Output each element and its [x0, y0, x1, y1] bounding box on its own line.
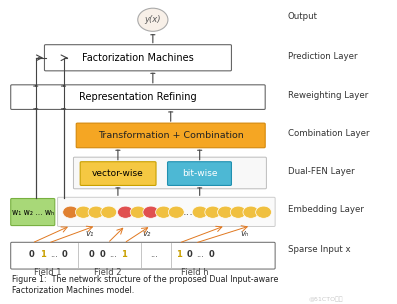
Text: ...: ... — [50, 250, 58, 259]
Text: ...: ... — [109, 250, 117, 259]
Circle shape — [192, 206, 208, 218]
Text: Embedding Layer: Embedding Layer — [288, 205, 364, 214]
Text: Field h: Field h — [181, 268, 209, 277]
Circle shape — [101, 206, 117, 218]
Text: 1: 1 — [40, 250, 46, 259]
Text: 1: 1 — [176, 250, 181, 259]
FancyBboxPatch shape — [80, 162, 156, 185]
Text: Combination Layer: Combination Layer — [288, 129, 369, 138]
Text: @51CTO博客: @51CTO博客 — [308, 297, 343, 302]
Text: Sparse Input x: Sparse Input x — [288, 245, 351, 254]
FancyBboxPatch shape — [11, 199, 55, 226]
Text: Reweighting Layer: Reweighting Layer — [288, 91, 368, 100]
Text: 0: 0 — [29, 250, 35, 259]
FancyBboxPatch shape — [168, 162, 231, 185]
Text: Figure 1:  The network structure of the proposed Dual Input-aware
Factorization : Figure 1: The network structure of the p… — [12, 275, 278, 295]
Circle shape — [130, 206, 146, 218]
Circle shape — [88, 206, 104, 218]
Text: 0: 0 — [100, 250, 105, 259]
Text: vₕ: vₕ — [240, 229, 249, 238]
Text: 0: 0 — [62, 250, 67, 259]
Text: Output: Output — [288, 12, 318, 21]
FancyBboxPatch shape — [73, 157, 266, 189]
Text: v₂: v₂ — [143, 229, 151, 238]
Text: Dual-FEN Layer: Dual-FEN Layer — [288, 167, 355, 176]
Text: 0: 0 — [208, 250, 214, 259]
Circle shape — [256, 206, 272, 218]
Text: 1: 1 — [121, 250, 127, 259]
Text: bit-wise: bit-wise — [182, 169, 217, 178]
Text: Transformation + Combination: Transformation + Combination — [98, 131, 244, 140]
FancyBboxPatch shape — [44, 45, 231, 71]
Text: Factorization Machines: Factorization Machines — [82, 53, 194, 63]
Circle shape — [138, 8, 168, 31]
Circle shape — [118, 206, 133, 218]
Circle shape — [230, 206, 246, 218]
Circle shape — [243, 206, 259, 218]
Text: Field 1: Field 1 — [34, 268, 62, 277]
Text: y(x): y(x) — [145, 15, 161, 24]
Circle shape — [75, 206, 91, 218]
Text: Representation Refining: Representation Refining — [79, 92, 197, 102]
Text: v₁: v₁ — [85, 229, 94, 238]
FancyBboxPatch shape — [58, 197, 275, 226]
Circle shape — [168, 206, 184, 218]
Text: vector-wise: vector-wise — [92, 169, 144, 178]
Circle shape — [218, 206, 233, 218]
Text: 0: 0 — [187, 250, 193, 259]
Text: 0: 0 — [89, 250, 94, 259]
Text: Field 2: Field 2 — [94, 268, 121, 277]
Text: w₁ w₂ ... wₕ: w₁ w₂ ... wₕ — [12, 208, 54, 216]
Circle shape — [63, 206, 79, 218]
Text: ...: ... — [183, 207, 194, 217]
FancyBboxPatch shape — [11, 85, 265, 109]
Text: Prediction Layer: Prediction Layer — [288, 52, 357, 61]
Text: ...: ... — [197, 250, 204, 259]
Circle shape — [143, 206, 159, 218]
Circle shape — [156, 206, 172, 218]
FancyBboxPatch shape — [76, 123, 265, 148]
FancyBboxPatch shape — [11, 242, 275, 269]
Text: ...: ... — [150, 250, 158, 259]
Circle shape — [205, 206, 221, 218]
